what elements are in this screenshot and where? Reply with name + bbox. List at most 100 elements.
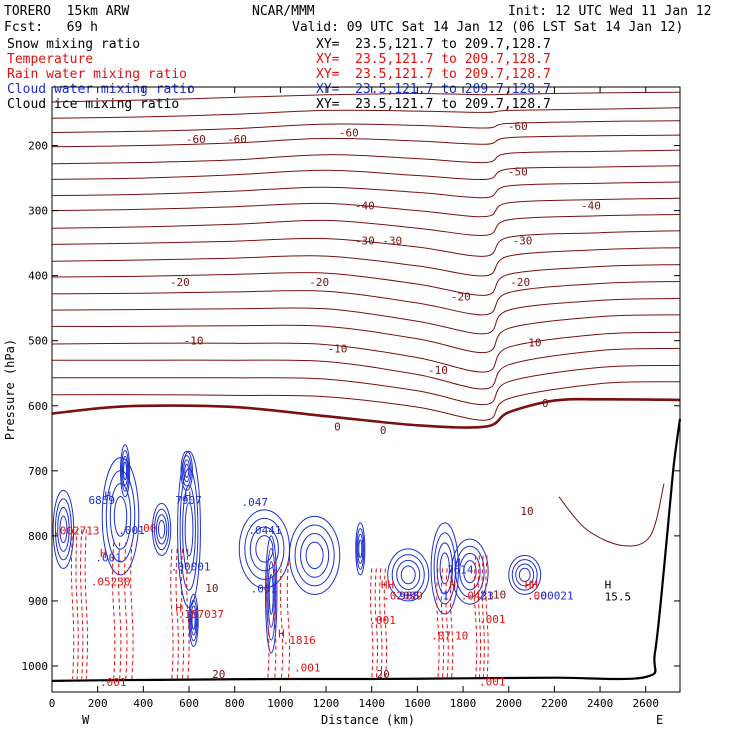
rain-water-contour xyxy=(80,529,84,680)
rain-water-label: .02099 xyxy=(383,590,423,603)
isotherm-line xyxy=(51,381,681,421)
x-tick-label: 2400 xyxy=(587,697,614,710)
legend-temperature-xy: XY= 23.5,121.7 to 209.7,128.7 xyxy=(316,52,551,67)
legend-temperature-label: Temperature xyxy=(7,52,94,67)
temperature-contour-label: -30 xyxy=(355,235,375,248)
cloud-water-contour xyxy=(181,455,192,487)
cloud-water-label: 6859 xyxy=(89,494,116,507)
cloud-water-label: .047 xyxy=(242,496,268,509)
cloud-water-label: 988 xyxy=(399,590,419,603)
rain-water-label: .001 xyxy=(294,661,321,674)
isotherm-line xyxy=(51,134,681,148)
rain-water-contour xyxy=(286,561,291,680)
temperature-contour-label: 20 xyxy=(212,668,225,681)
cloud-water-contour xyxy=(184,463,190,478)
rain-water-label: 10 xyxy=(455,629,468,642)
cloud-water-contour xyxy=(113,495,128,537)
rain-water-contour xyxy=(124,542,128,680)
y-tick-label: 800 xyxy=(28,530,48,543)
rain-water-contour xyxy=(279,561,284,680)
cloud-water-contour xyxy=(249,526,279,572)
maximum-marker: H xyxy=(449,579,456,592)
valid-time: Valid: 09 UTC Sat 14 Jan 12 (06 LST Sat … xyxy=(292,20,684,35)
x-tick-label: 600 xyxy=(179,697,199,710)
isotherm-line xyxy=(51,281,681,316)
rain-water-contour xyxy=(383,568,388,680)
rain-water-contour xyxy=(75,529,79,680)
cloud-water-contour xyxy=(439,552,450,585)
isotherm-line xyxy=(51,230,681,257)
rain-water-contour xyxy=(485,555,489,680)
isotherm-line xyxy=(51,120,681,133)
rain-water-contour xyxy=(481,555,485,680)
cloud-water-contour xyxy=(182,485,196,574)
cloud-water-contour xyxy=(511,559,538,591)
rain-water-label: .00 xyxy=(136,522,156,535)
cloud-water-contour xyxy=(515,563,535,587)
temperature-contour-label: -20 xyxy=(510,276,530,289)
cloud-water-label: 1 xyxy=(443,590,450,603)
cloud-water-label: .001 xyxy=(118,524,145,537)
temperature-contour-label: -60 xyxy=(227,133,247,146)
cloud-water-contour xyxy=(266,548,277,641)
temperature-contour-label: -60 xyxy=(508,120,528,133)
cloud-water-contour xyxy=(188,593,199,647)
temperature-contour-label: -60 xyxy=(186,133,206,146)
cloud-water-contour xyxy=(356,528,365,570)
cloud-water-contour xyxy=(122,455,129,486)
cloud-water-contour xyxy=(459,552,481,591)
y-tick-label: 700 xyxy=(28,465,48,478)
cloud-water-contour xyxy=(508,554,542,595)
cloud-water-contour xyxy=(255,535,274,563)
rain-water-contour xyxy=(449,568,454,680)
y-tick-label: 500 xyxy=(28,335,48,348)
rain-water-label: .002713 xyxy=(53,525,99,538)
maximum-marker: HH xyxy=(525,579,538,592)
temperature-contour-label: -10 xyxy=(184,335,204,348)
rain-water-contour xyxy=(175,548,179,680)
rain-water-contour xyxy=(112,542,116,680)
isotherm-line xyxy=(51,165,681,181)
x-tick-label: 1400 xyxy=(358,697,385,710)
cloud-water-contour xyxy=(155,514,168,545)
rain-water-label: .0433 xyxy=(461,590,494,603)
temperature-contour-label: -40 xyxy=(581,199,601,212)
rain-water-label: .187037 xyxy=(178,608,224,621)
y-tick-label: 400 xyxy=(28,270,48,283)
cloud-water-contour xyxy=(151,502,172,556)
cloud-water-contour xyxy=(123,461,128,481)
cloud-water-contour xyxy=(54,498,72,561)
x-tick-label: 2000 xyxy=(495,697,522,710)
cloud-water-contour xyxy=(391,554,425,596)
temperature-contour-label: 10 xyxy=(493,588,506,601)
rain-water-contour xyxy=(84,529,88,680)
rain-water-contour xyxy=(440,568,445,680)
x-tick-label: 2600 xyxy=(632,697,659,710)
cloud-water-label: 21 xyxy=(480,590,493,603)
rain-water-contour xyxy=(70,529,75,680)
maximum-marker: H xyxy=(454,556,461,569)
cloud-water-contour xyxy=(288,515,341,595)
y-tick-label: 300 xyxy=(28,205,48,218)
isotherm-line xyxy=(51,348,681,390)
maximum-marker: H xyxy=(184,490,191,503)
cloud-water-contour xyxy=(244,517,285,580)
isotherm-line xyxy=(51,331,681,373)
cloud-water-contour xyxy=(463,560,477,584)
cloud-water-label: .001 xyxy=(95,551,122,564)
y-tick-label: 1000 xyxy=(22,660,49,673)
legend-rain-xy: XY= 23.5,121.7 to 209.7,128.7 xyxy=(316,67,551,82)
cloud-water-contour xyxy=(57,507,70,552)
rain-water-contour xyxy=(374,568,378,680)
cloud-water-contour xyxy=(52,489,75,569)
rain-water-contour xyxy=(379,568,383,680)
y-tick-label: 600 xyxy=(28,400,48,413)
rain-water-contour xyxy=(273,561,277,680)
cloud-water-contour xyxy=(121,450,130,492)
isotherm-line xyxy=(51,107,681,119)
cloud-water-contour xyxy=(109,483,132,550)
temperature-contour-label: 0 xyxy=(334,421,341,434)
maximum-marker: H xyxy=(605,579,612,592)
cloud-water-contour xyxy=(436,542,453,595)
temperature-contour-label: -30 xyxy=(512,235,532,248)
